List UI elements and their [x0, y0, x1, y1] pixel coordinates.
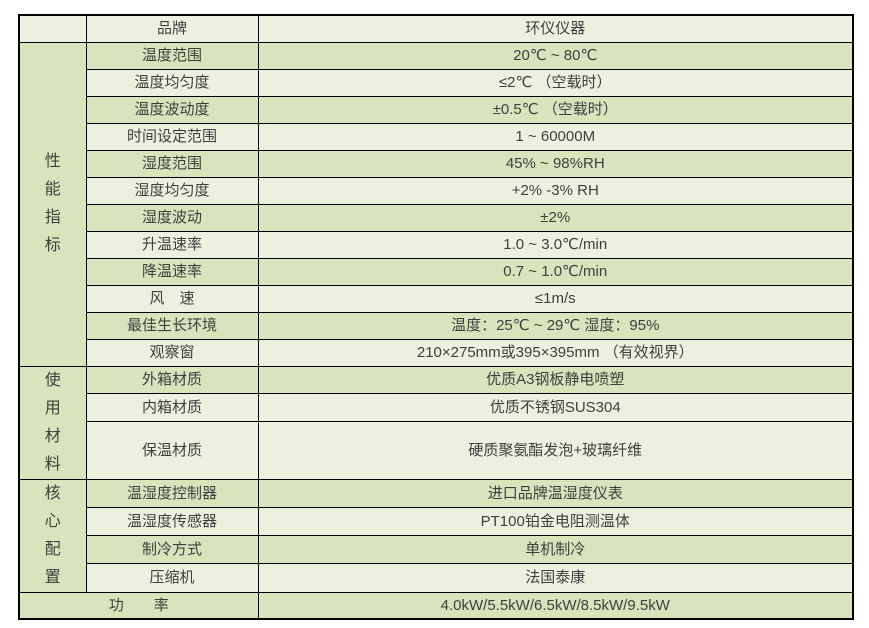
group-char: 置: [44, 568, 61, 586]
power-label: 功 率: [18, 591, 259, 620]
row-humidity-uniformity: 湿度均匀度 +2% -3% RH: [19, 176, 854, 205]
group-char: 材: [44, 427, 61, 445]
humidity-range-label: 湿度范围: [85, 149, 259, 178]
insulation-material-label: 保温材质: [85, 421, 259, 480]
temp-range-label: 温度范围: [85, 41, 259, 70]
outer-material-value: 优质A3钢板静电喷塑: [257, 365, 854, 395]
temp-uniformity-label: 温度均匀度: [85, 68, 259, 97]
row-temp-uniformity: 温度均匀度 ≤2℃ （空载时）: [19, 68, 854, 97]
sensor-value: PT100铂金电阻测温体: [257, 506, 854, 537]
observation-window-value: 210×275mm或395×395mm （有效视界）: [257, 338, 854, 367]
group-char: 料: [44, 455, 61, 473]
wind-speed-value: ≤1m/s: [257, 284, 854, 313]
row-inner-material: 内箱材质 优质不锈钢SUS304: [19, 393, 854, 423]
heating-rate-value: 1.0 ~ 3.0℃/min: [257, 230, 854, 259]
group-char: 使: [44, 371, 61, 389]
row-optimal-growth-env: 最佳生长环境 温度：25℃ ~ 29℃ 湿度：95%: [19, 311, 854, 340]
heating-rate-label: 升温速率: [85, 230, 259, 259]
row-compressor: 压缩机 法国泰康: [19, 563, 854, 593]
humidity-fluctuation-value: ±2%: [257, 203, 854, 232]
group-performance-indicators: 性 能 指 标: [18, 41, 87, 367]
inner-material-label: 内箱材质: [85, 393, 259, 423]
temp-range-value: 20℃ ~ 80℃: [257, 41, 854, 70]
humidity-uniformity-value: +2% -3% RH: [257, 176, 854, 205]
refrigeration-method-value: 单机制冷: [257, 534, 854, 565]
product-spec-table: 品牌 环仪仪器 性 能 指 标 温度范围 20℃ ~ 80℃ 温度均匀度 ≤2℃…: [18, 14, 854, 620]
observation-window-label: 观察窗: [85, 338, 259, 367]
group-core-configuration: 核 心 配 置: [18, 478, 87, 593]
row-temp-fluctuation: 温度波动度 ±0.5℃ （空载时）: [19, 95, 854, 124]
group-char: 指: [44, 209, 61, 226]
group-char: 性: [44, 153, 61, 170]
compressor-label: 压缩机: [85, 563, 259, 593]
insulation-material-value: 硬质聚氨酯发泡+玻璃纤维: [257, 421, 854, 480]
humidity-fluctuation-label: 湿度波动: [85, 203, 259, 232]
group-char: 用: [44, 399, 61, 417]
group-char: 标: [44, 237, 61, 254]
group-materials: 使 用 材 料: [18, 365, 87, 480]
optimal-growth-env-value: 温度：25℃ ~ 29℃ 湿度：95%: [257, 311, 854, 340]
controller-label: 温湿度控制器: [85, 478, 259, 508]
sensor-label: 温湿度传感器: [85, 506, 259, 537]
row-observation-window: 观察窗 210×275mm或395×395mm （有效视界）: [19, 338, 854, 367]
row-humidity-fluctuation: 湿度波动 ±2%: [19, 203, 854, 232]
group-char: 核: [44, 484, 61, 502]
optimal-growth-env-label: 最佳生长环境: [85, 311, 259, 340]
cooling-rate-label: 降温速率: [85, 257, 259, 286]
wind-speed-label: 风 速: [85, 284, 259, 313]
refrigeration-method-label: 制冷方式: [85, 534, 259, 565]
group-char: 能: [44, 181, 61, 198]
row-controller: 核 心 配 置 温湿度控制器 进口品牌温湿度仪表: [18, 478, 854, 593]
row-power: 功 率 4.0kW/5.5kW/6.5kW/8.5kW/9.5kW: [18, 591, 854, 620]
row-humidity-range: 湿度范围 45% ~ 98%RH: [19, 149, 854, 178]
controller-value: 进口品牌温湿度仪表: [257, 478, 854, 508]
corner-cell: [18, 14, 87, 43]
humidity-uniformity-label: 湿度均匀度: [85, 176, 259, 205]
row-heating-rate: 升温速率 1.0 ~ 3.0℃/min: [19, 230, 854, 259]
compressor-value: 法国泰康: [257, 563, 854, 593]
row-refrigeration-method: 制冷方式 单机制冷: [19, 534, 854, 565]
row-sensor: 温湿度传感器 PT100铂金电阻测温体: [19, 506, 854, 537]
row-insulation-material: 保温材质 硬质聚氨酯发泡+玻璃纤维: [19, 421, 854, 480]
time-setting-range-value: 1 ~ 60000M: [257, 122, 854, 151]
temp-fluctuation-label: 温度波动度: [85, 95, 259, 124]
row-temp-range: 性 能 指 标 温度范围 20℃ ~ 80℃: [18, 41, 854, 367]
brand-label: 品牌: [85, 14, 259, 43]
temp-fluctuation-value: ±0.5℃ （空载时）: [257, 95, 854, 124]
inner-material-value: 优质不锈钢SUS304: [257, 393, 854, 423]
header-row: 品牌 环仪仪器: [18, 14, 854, 43]
power-value: 4.0kW/5.5kW/6.5kW/8.5kW/9.5kW: [257, 591, 854, 620]
humidity-range-value: 45% ~ 98%RH: [257, 149, 854, 178]
group-char: 心: [44, 512, 61, 530]
temp-uniformity-value: ≤2℃ （空载时）: [257, 68, 854, 97]
row-time-setting-range: 时间设定范围 1 ~ 60000M: [19, 122, 854, 151]
row-cooling-rate: 降温速率 0.7 ~ 1.0℃/min: [19, 257, 854, 286]
brand-value: 环仪仪器: [257, 14, 854, 43]
outer-material-label: 外箱材质: [85, 365, 259, 395]
row-outer-material: 使 用 材 料 外箱材质 优质A3钢板静电喷塑: [18, 365, 854, 480]
cooling-rate-value: 0.7 ~ 1.0℃/min: [257, 257, 854, 286]
time-setting-range-label: 时间设定范围: [85, 122, 259, 151]
row-wind-speed: 风 速 ≤1m/s: [19, 284, 854, 313]
group-char: 配: [44, 540, 61, 558]
